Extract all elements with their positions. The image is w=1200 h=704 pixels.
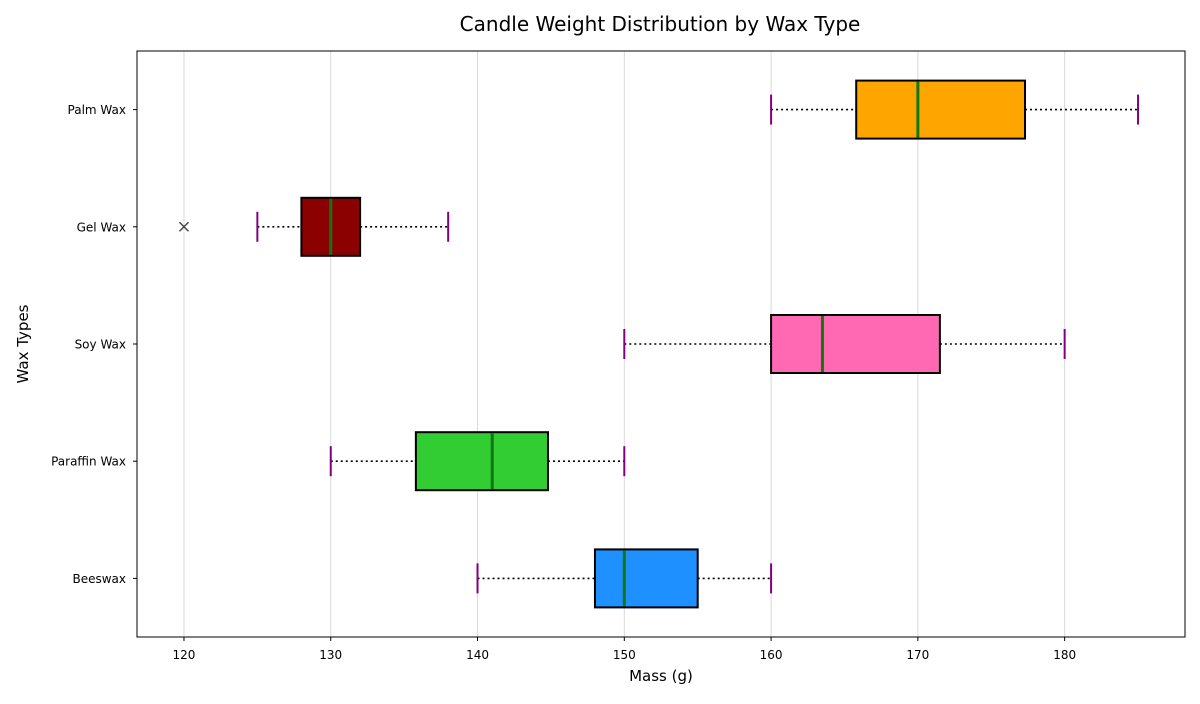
box-series: [178, 79, 1140, 609]
box: [855, 79, 1027, 140]
x-tick-label: 140: [466, 648, 489, 662]
box: [770, 314, 941, 374]
x-tick-label: 130: [319, 648, 342, 662]
y-tick-label: Palm Wax: [68, 103, 126, 117]
y-axis-label: Wax Types: [14, 304, 32, 383]
x-tick-label: 160: [760, 648, 783, 662]
box-group: [329, 431, 626, 492]
outlier-marker: [178, 221, 189, 232]
box: [414, 431, 549, 492]
outlier-stroke: [178, 221, 189, 232]
x-axis-label: Mass (g): [629, 667, 693, 685]
x-axis: 120 130 140 150 160 170 180: [173, 637, 1076, 662]
box-group: [476, 548, 773, 609]
x-tick-label: 180: [1053, 648, 1076, 662]
y-axis: Beeswax Paraffin Wax Soy Wax Gel Wax Palm Wa…: [51, 103, 137, 586]
box-group: [623, 314, 1066, 374]
box-group: [178, 196, 450, 257]
y-tick-label: Gel Wax: [77, 220, 126, 234]
x-tick-label: 170: [906, 648, 929, 662]
box-group: [770, 79, 1140, 140]
x-tick-label: 150: [613, 648, 636, 662]
x-tick-label: 120: [173, 648, 196, 662]
y-tick-label: Soy Wax: [75, 338, 126, 352]
y-tick-label: Paraffin Wax: [51, 455, 126, 469]
chart-title: Candle Weight Distribution by Wax Type: [460, 12, 861, 36]
y-tick-label: Beeswax: [72, 572, 126, 586]
box: [593, 548, 699, 609]
